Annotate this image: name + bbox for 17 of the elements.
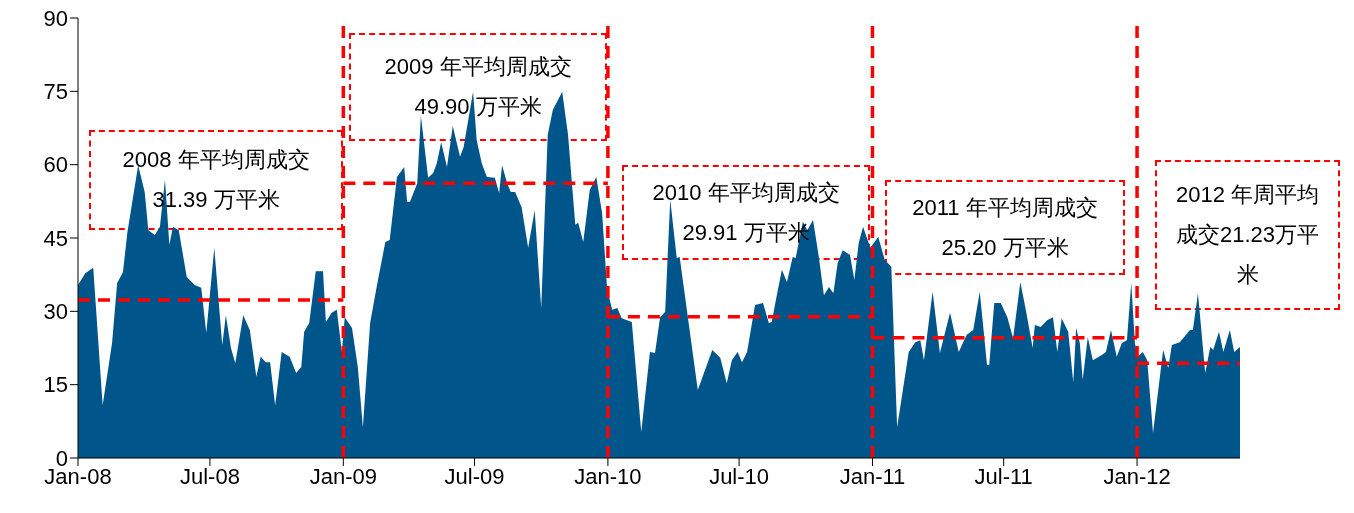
annotation: 2009 年平均周成交 49.90 万平米 [383,53,573,121]
y-tick-label: 90 [43,5,68,31]
y-tick-label: 75 [43,79,68,105]
x-tick-label: Jul-10 [709,463,770,489]
y-tick-label: 30 [43,299,68,325]
x-tick-label: Jan-09 [309,463,377,489]
annotation: 2011 年平均周成交 25.20 万平米 [911,193,1099,262]
y-tick-label: 45 [43,225,68,251]
annotation: 2012 年周平均成交21.23万平米 [1174,181,1321,289]
x-tick-label: Jul-11 [974,463,1033,489]
x-tick-label: Jan-10 [574,463,642,489]
x-tick-label: Jan-12 [1103,463,1171,489]
x-tick-label: Jul-09 [444,463,505,489]
x-tick-label: Jul-08 [179,463,240,489]
y-tick-label: 60 [43,152,68,178]
x-tick-label: Jan-11 [839,463,906,489]
y-tick-label: 15 [43,372,68,398]
